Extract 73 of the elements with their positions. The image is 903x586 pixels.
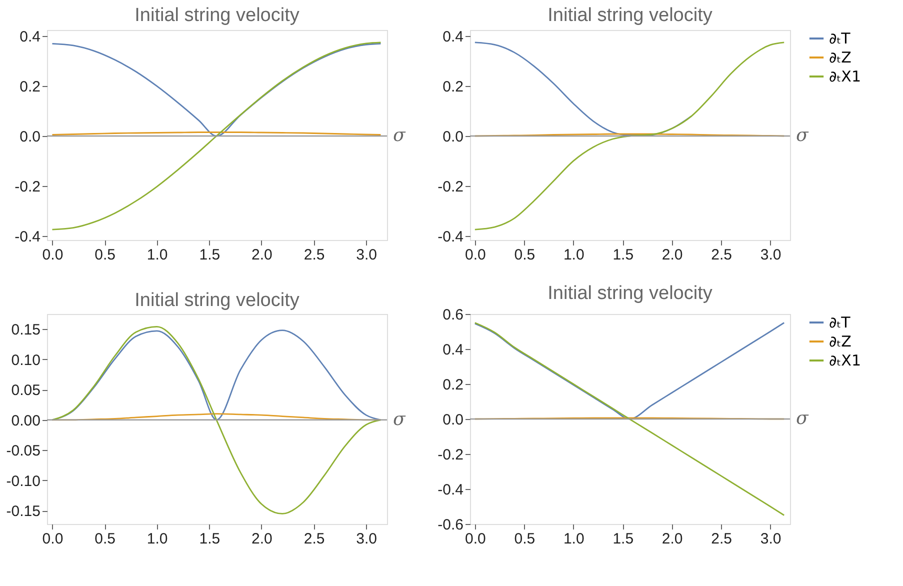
x-axis-title: σ xyxy=(796,408,809,429)
x-tick-label: 3.0 xyxy=(760,530,782,548)
x-axis-title: σ xyxy=(796,125,809,146)
x-tick-label: 1.0 xyxy=(146,246,168,264)
legend-label: ∂ₜX1 xyxy=(829,68,861,86)
line-series xyxy=(52,42,382,230)
x-tick-label: 1.0 xyxy=(146,530,168,548)
y-tick-label: 0.00 xyxy=(11,412,40,430)
y-tick-label: 0.2 xyxy=(20,78,40,96)
y-tick-label: -0.6 xyxy=(438,516,464,534)
chart-title: Initial string velocity xyxy=(548,5,713,26)
legend-label: ∂ₜT xyxy=(829,314,852,332)
x-tick-label: 3.0 xyxy=(356,530,378,548)
legend-label: ∂ₜX1 xyxy=(829,352,861,370)
y-tick-label: -0.10 xyxy=(6,472,40,490)
y-tick-label: -0.2 xyxy=(438,446,464,464)
x-tick-label: 2.0 xyxy=(252,246,272,264)
x-tick-label: 1.0 xyxy=(563,246,584,264)
y-tick-label: 0.2 xyxy=(442,78,464,96)
x-tick-label: 3.0 xyxy=(760,246,782,264)
x-tick-label: 2.5 xyxy=(304,530,325,548)
chart-title: Initial string velocity xyxy=(134,290,300,311)
y-tick-label: -0.05 xyxy=(6,442,40,460)
x-tick-label: 2.0 xyxy=(662,530,683,548)
x-tick-label: 2.5 xyxy=(304,246,325,264)
x-tick-label: 1.5 xyxy=(612,246,634,264)
x-tick-label: 1.5 xyxy=(199,246,220,264)
y-tick-label: 0.4 xyxy=(442,28,464,46)
legend-label: ∂ₜZ xyxy=(829,48,852,66)
line-series xyxy=(474,42,692,136)
x-tick-label: 0.5 xyxy=(94,530,116,548)
x-axis-title: σ xyxy=(393,125,406,146)
x-tick-label: 0.0 xyxy=(42,530,64,548)
x-axis-title: σ xyxy=(393,408,406,430)
y-tick-label: 0.0 xyxy=(20,128,40,146)
y-tick-label: 0.05 xyxy=(11,382,40,400)
x-tick-label: 2.5 xyxy=(711,530,732,548)
y-tick-label: 0.2 xyxy=(442,376,464,394)
x-tick-label: 0.0 xyxy=(464,530,486,548)
y-tick-label: -0.4 xyxy=(438,482,464,498)
line-series xyxy=(52,326,382,514)
line-series xyxy=(474,322,785,420)
line-series xyxy=(52,43,382,137)
x-tick-label: 1.5 xyxy=(199,530,220,548)
legend-label: ∂ₜZ xyxy=(829,332,852,350)
x-tick-label: 2.0 xyxy=(662,246,683,264)
y-tick-label: -0.4 xyxy=(438,228,464,246)
legend-label: ∂ₜT xyxy=(829,30,852,48)
y-tick-label: 0.10 xyxy=(11,352,40,369)
x-tick-label: 1.5 xyxy=(612,530,634,548)
line-series xyxy=(474,42,785,230)
y-tick-label: -0.15 xyxy=(6,503,40,520)
chart-title: Initial string velocity xyxy=(134,5,300,26)
y-tick-label: 0.15 xyxy=(11,322,40,339)
x-tick-label: 0.0 xyxy=(464,246,486,264)
y-tick-label: -0.4 xyxy=(14,228,40,246)
y-tick-label: 0.4 xyxy=(442,342,464,358)
x-tick-label: 0.5 xyxy=(514,530,536,548)
y-tick-label: 0.6 xyxy=(442,306,464,324)
y-tick-label: 0.0 xyxy=(442,412,464,428)
y-tick-label: 0.0 xyxy=(442,128,464,146)
x-tick-label: 0.0 xyxy=(42,246,64,264)
line-series xyxy=(474,322,785,516)
chart-title: Initial string velocity xyxy=(548,283,713,304)
y-tick-label: -0.2 xyxy=(14,178,40,196)
x-tick-label: 2.0 xyxy=(252,530,272,548)
x-tick-label: 3.0 xyxy=(356,246,378,264)
x-tick-label: 0.5 xyxy=(514,246,536,264)
y-tick-label: -0.2 xyxy=(438,178,464,196)
x-tick-label: 0.5 xyxy=(94,246,116,264)
x-tick-label: 2.5 xyxy=(711,246,732,264)
x-tick-label: 1.0 xyxy=(563,530,584,548)
y-tick-label: 0.4 xyxy=(20,28,40,46)
